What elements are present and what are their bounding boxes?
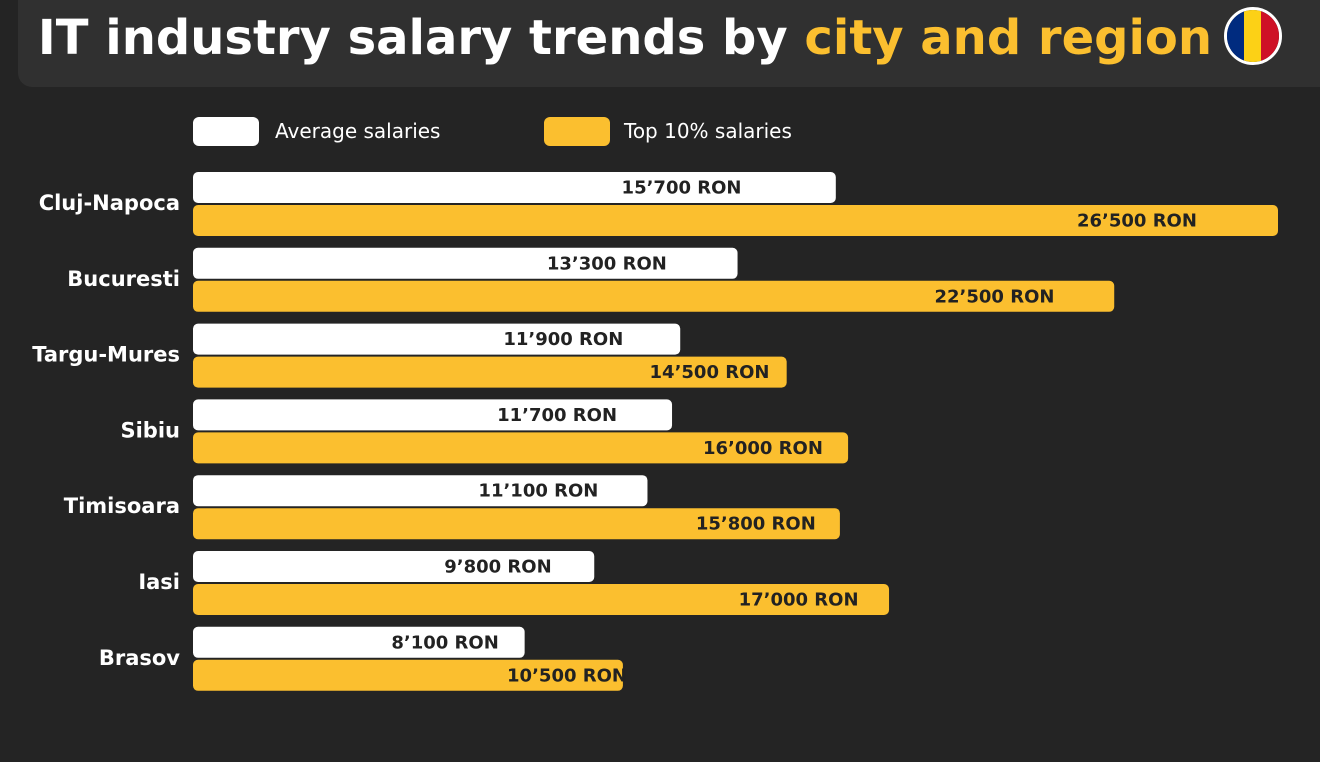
bar-top10-brasov (193, 659, 623, 691)
category-label-bucuresti: Bucuresti (67, 267, 180, 291)
value-label-average-sibiu: 11’700 RON (497, 405, 617, 426)
value-label-top10-cluj-napoca: 26’500 RON (1077, 211, 1197, 232)
value-label-top10-timisoara: 15’800 RON (696, 514, 816, 535)
romania-flag-icon (1224, 7, 1283, 65)
bar-average-bucuresti (193, 247, 738, 279)
value-label-average-bucuresti: 13’300 RON (547, 253, 667, 274)
bar-average-iasi (193, 551, 595, 582)
value-label-top10-targu-mures: 14’500 RON (650, 362, 770, 383)
category-label-iasi: Iasi (138, 570, 180, 594)
bar-average-brasov (193, 626, 525, 658)
value-label-average-brasov: 8’100 RON (391, 632, 498, 653)
legend-swatch-average (193, 117, 259, 146)
value-label-average-timisoara: 11’100 RON (478, 481, 598, 502)
bar-top10-cluj-napoca (193, 205, 1278, 236)
bar-top10-sibiu (193, 432, 849, 464)
category-label-timisoara: Timisoara (64, 494, 180, 518)
value-label-top10-brasov: 10’500 RON (507, 665, 627, 686)
value-label-top10-bucuresti: 22’500 RON (934, 286, 1054, 307)
category-label-sibiu: Sibiu (120, 418, 180, 442)
legend-label-average: Average salaries (275, 119, 441, 143)
category-label-brasov: Brasov (99, 646, 180, 670)
legend-swatch-top10 (544, 117, 610, 146)
bar-top10-targu-mures (193, 356, 787, 388)
bar-top10-iasi (193, 584, 890, 615)
title-highlight: city and region (804, 10, 1213, 66)
bar-average-cluj-napoca (193, 172, 836, 203)
bar-average-sibiu (193, 399, 673, 431)
category-label-targu-mures: Targu-Mures (32, 343, 180, 367)
value-label-average-targu-mures: 11’900 RON (503, 329, 623, 350)
legend-label-top10: Top 10% salaries (624, 119, 792, 143)
category-label-cluj-napoca: Cluj-Napoca (39, 191, 180, 215)
value-label-top10-sibiu: 16’000 RON (703, 438, 823, 459)
title-main: IT industry salary trends by (37, 10, 788, 66)
title-band (18, 0, 1320, 87)
value-label-average-iasi: 9’800 RON (444, 557, 551, 578)
value-label-top10-iasi: 17’000 RON (739, 590, 859, 611)
bar-top10-timisoara (193, 508, 840, 540)
bar-average-targu-mures (193, 323, 681, 355)
page-title: IT industry salary trends by city and re… (0, 6, 1320, 70)
value-label-average-cluj-napoca: 15’700 RON (622, 178, 742, 199)
bar-top10-bucuresti (193, 280, 1115, 312)
bar-average-timisoara (193, 475, 648, 507)
